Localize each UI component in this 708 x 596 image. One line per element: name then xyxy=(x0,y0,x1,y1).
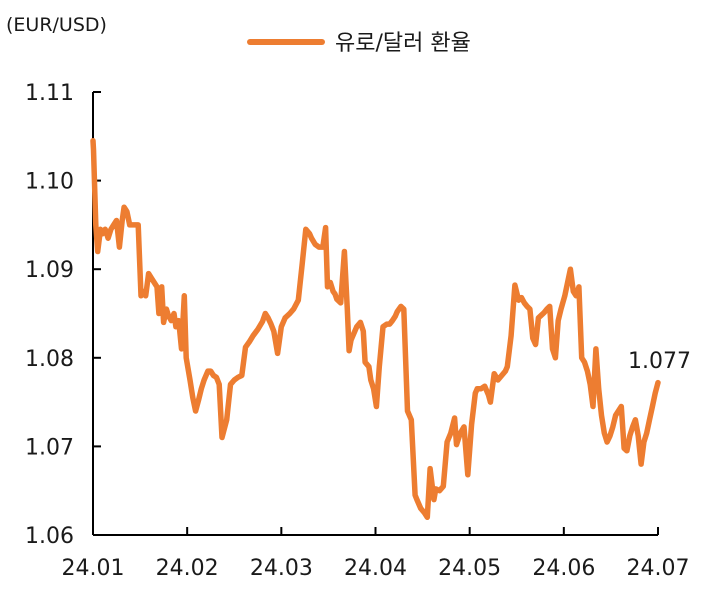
plot-area xyxy=(90,137,661,521)
unit-label: (EUR/USD) xyxy=(6,14,107,36)
x-tick-label: 24.05 xyxy=(438,556,501,581)
y-tick-label: 1.10 xyxy=(25,170,74,195)
x-tick-label: 24.02 xyxy=(156,556,219,581)
x-axis: 24.01 24.02 24.03 24.04 24.05 24.06 24.07 xyxy=(62,527,690,581)
series-line-eurusd xyxy=(90,137,661,521)
y-tick-label: 1.09 xyxy=(25,258,74,283)
x-tick-label: 24.07 xyxy=(627,556,690,581)
y-tick-label: 1.08 xyxy=(25,347,74,372)
x-tick-label: 24.03 xyxy=(250,556,313,581)
legend-label: 유로/달러 환율 xyxy=(335,31,471,56)
y-axis: 1.06 1.07 1.08 1.09 1.10 1.11 xyxy=(25,81,101,549)
end-value-label: 1.077 xyxy=(628,349,691,374)
y-tick-label: 1.11 xyxy=(25,81,74,106)
y-tick-label: 1.06 xyxy=(25,524,74,549)
legend: 유로/달러 환율 xyxy=(247,31,471,56)
x-tick-label: 24.04 xyxy=(344,556,407,581)
x-tick-label: 24.01 xyxy=(62,556,125,581)
y-tick-label: 1.07 xyxy=(25,435,74,460)
x-tick-label: 24.06 xyxy=(532,556,595,581)
